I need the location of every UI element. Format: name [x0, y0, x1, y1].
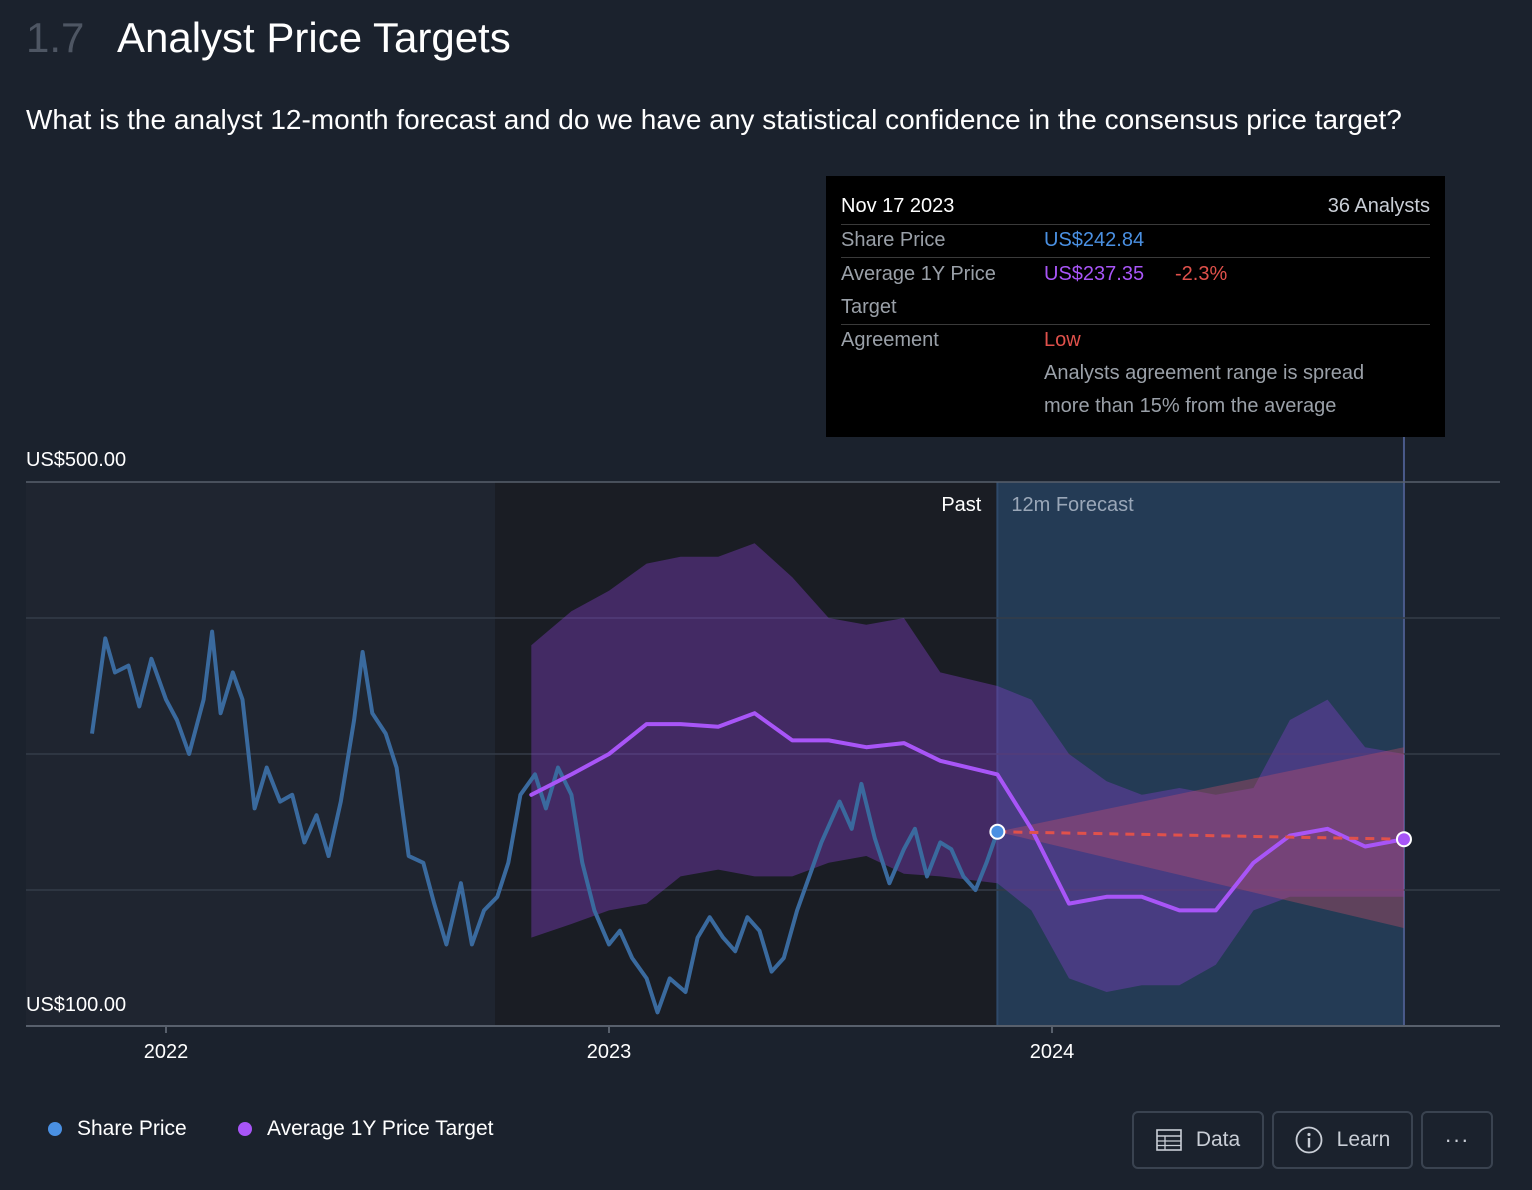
tooltip-share-price-value: US$242.84	[1044, 229, 1145, 251]
forecast-label: 12m Forecast	[1011, 494, 1134, 516]
past-label: Past	[941, 494, 981, 516]
x-axis-label: 2022	[144, 1041, 189, 1063]
tooltip-target-change: -2.3%	[1175, 263, 1228, 285]
section-subtitle: What is the analyst 12-month forecast an…	[26, 104, 1402, 135]
y-axis-label-bottom: US$100.00	[26, 994, 126, 1016]
tooltip-agreement-label: Agreement	[841, 329, 939, 351]
legend-average-target[interactable]: Average 1Y Price Target	[267, 1117, 494, 1140]
tooltip-agreement-desc-cont: more than 15% from the average	[1044, 395, 1337, 417]
info-icon	[1295, 1126, 1323, 1154]
tooltip-date: Nov 17 2023	[841, 195, 955, 217]
target-marker	[1395, 831, 1412, 848]
share-price-line	[90, 629, 1000, 1015]
tooltip-divider	[841, 257, 1430, 258]
more-options-button[interactable]: ···	[1421, 1111, 1493, 1169]
legend-share-price[interactable]: Share Price	[77, 1117, 187, 1140]
share-price-legend-dot	[48, 1122, 62, 1136]
average-target-line	[529, 711, 1406, 913]
section-number: 1.7	[26, 14, 85, 61]
more-options-icon: ···	[1444, 1127, 1470, 1152]
tooltip-divider	[841, 224, 1430, 225]
x-axis-label: 2023	[587, 1041, 632, 1063]
y-axis-label-top: US$500.00	[26, 449, 126, 471]
tooltip-target-label-cont: Target	[841, 296, 897, 318]
tooltip-agreement-value: Low	[1044, 329, 1081, 351]
tooltip-divider	[841, 324, 1430, 325]
x-axis-label: 2024	[1030, 1041, 1075, 1063]
target-legend-dot	[238, 1122, 252, 1136]
price-target-chart[interactable]: US$500.00 US$100.00 Past 12m Forecast 2022 20…	[0, 150, 1532, 1070]
data-button[interactable]: Data	[1132, 1111, 1264, 1169]
tooltip-agreement-desc: Analysts agreement range is spread	[1044, 362, 1365, 384]
learn-button-label: Learn	[1336, 1128, 1391, 1151]
tooltip-analyst-count: 36 Analysts	[1327, 195, 1430, 217]
data-button-label: Data	[1195, 1128, 1241, 1151]
tooltip-share-price-label: Share Price	[841, 229, 946, 251]
table-icon	[1156, 1129, 1182, 1151]
page-title: Analyst Price Targets	[117, 14, 511, 61]
chart-tooltip: Nov 17 2023 36 Analysts Share Price US$2…	[826, 176, 1445, 437]
share-price-marker	[989, 823, 1006, 840]
tooltip-target-label: Average 1Y Price	[841, 263, 996, 285]
learn-button[interactable]: Learn	[1272, 1111, 1413, 1169]
forecast-target-line	[997, 830, 1405, 841]
tooltip-target-value: US$237.35	[1044, 263, 1145, 285]
forecast-cone	[997, 747, 1404, 929]
